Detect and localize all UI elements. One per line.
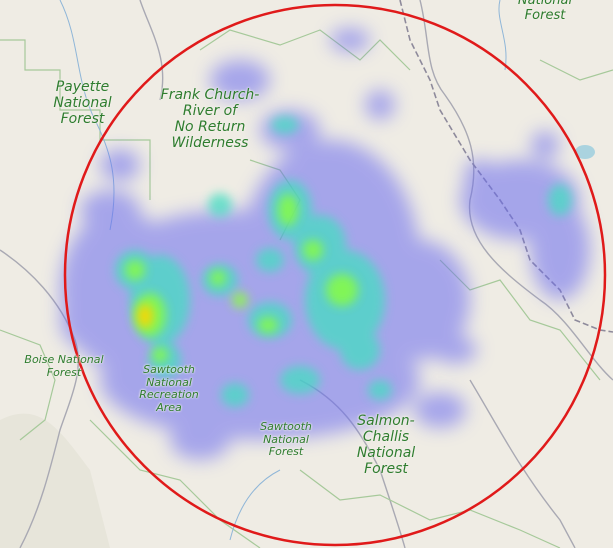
label-top-right-forest: National Forest — [517, 0, 573, 23]
terrain-shade — [0, 413, 110, 548]
search-radius-circle — [63, 3, 607, 547]
label-sawtooth-national-forest: Sawtooth National Forest — [260, 420, 312, 459]
lake — [575, 145, 595, 159]
heatmap-peak-layer — [137, 304, 153, 328]
rivers — [59, 0, 507, 541]
label-payette-national-forest: Payette National Forest — [53, 79, 112, 128]
label-boise-national-forest: Boise National Forest — [24, 353, 104, 379]
label-frank-church-wilderness: Frank Church- River of No Return Wildern… — [160, 87, 260, 152]
label-sawtooth-recreation-area: Sawtooth National Recreation Area — [139, 363, 199, 414]
label-salmon-challis-national-forest: Salmon- Challis National Forest — [356, 413, 416, 478]
